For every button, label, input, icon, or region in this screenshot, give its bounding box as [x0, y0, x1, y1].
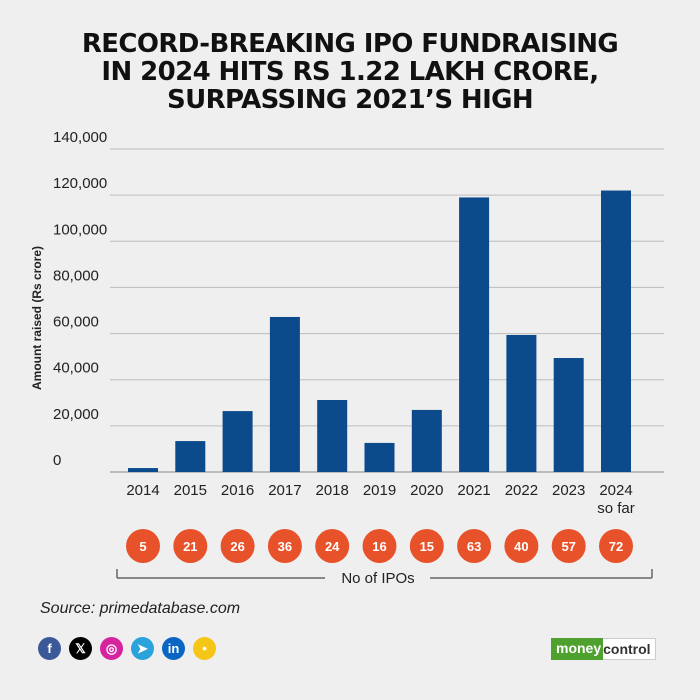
bar [553, 358, 584, 472]
x-tick-label: 2015 [174, 482, 207, 499]
ipo-count-label: 15 [420, 539, 434, 554]
x-tick-label: 2018 [316, 482, 349, 499]
social-icons: f 𝕏 ◎ ➤ in • [38, 637, 216, 660]
ipo-count-circle [457, 529, 492, 563]
ipo-count-label: 57 [561, 539, 575, 554]
bar [269, 316, 300, 472]
ipo-count-caption: No of IPOs [341, 570, 414, 587]
x-tick-label: 2014 [126, 482, 159, 499]
y-tick-label: 80,000 [53, 267, 99, 284]
instagram-icon[interactable]: ◎ [100, 637, 123, 660]
bar-chart: 0 20,000 40,000 60,000 80,000 100,000 120,000 1… [30, 129, 664, 587]
ipo-count-circle [315, 529, 350, 563]
x-icon[interactable]: 𝕏 [69, 637, 92, 660]
ipo-count-label: 72 [609, 539, 623, 554]
x-tick-label: 2024 [599, 482, 632, 499]
y-tick-label: 140,000 [53, 129, 107, 146]
koo-icon[interactable]: • [193, 637, 216, 660]
moneycontrol-logo: money control [551, 638, 663, 660]
y-axis-label: Amount raised (Rs crore) [30, 246, 44, 390]
bar [222, 411, 253, 472]
x-tick-label: so far [597, 500, 635, 517]
linkedin-icon[interactable]: in [162, 637, 185, 660]
telegram-icon[interactable]: ➤ [131, 637, 154, 660]
ipo-count-label: 26 [230, 539, 244, 554]
ipo-count-label: 21 [183, 539, 197, 554]
y-tick-label: 40,000 [53, 360, 99, 377]
ipo-count-circle [173, 529, 208, 563]
x-tick-label: 2017 [268, 482, 301, 499]
ipo-count-label: 40 [514, 539, 528, 554]
ipo-count-label: 24 [325, 539, 340, 554]
y-tick-label: 20,000 [53, 406, 99, 423]
chart-title: RECORD-BREAKING IPO FUNDRAISING IN 2024 … [0, 30, 700, 114]
ipo-count-label: 16 [372, 539, 386, 554]
ipo-count-circle [126, 529, 160, 563]
ipo-count-circle [409, 529, 444, 563]
title-line: SURPASSING 2021’S HIGH [166, 85, 534, 115]
y-tick-label: 60,000 [53, 314, 99, 331]
ipo-count-circle [551, 529, 586, 563]
bar [411, 409, 442, 472]
y-tick-label: 100,000 [53, 221, 107, 238]
logo-part-money: money [551, 638, 604, 660]
bar [317, 400, 348, 472]
source-note: Source: primedatabase.com [40, 600, 241, 617]
y-tick-label: 0 [53, 452, 61, 469]
ipo-count-circle [267, 529, 302, 563]
bar [364, 442, 395, 472]
bar [175, 441, 206, 472]
x-tick-label: 2021 [457, 482, 490, 499]
ipo-count-circle [220, 529, 255, 563]
ipo-count-circle [599, 529, 633, 563]
ipo-count-circle [362, 529, 397, 563]
x-tick-label: 2020 [410, 482, 443, 499]
facebook-icon[interactable]: f [38, 637, 61, 660]
bar [128, 468, 158, 472]
ipo-count-label: 63 [467, 539, 481, 554]
title-line: IN 2024 HITS RS 1.22 LAKH CRORE, [101, 57, 599, 87]
bar [601, 190, 631, 472]
bar [506, 334, 537, 472]
bar [459, 197, 490, 472]
x-tick-label: 2023 [552, 482, 585, 499]
x-tick-label: 2016 [221, 482, 254, 499]
y-tick-label: 120,000 [53, 175, 107, 192]
x-tick-label: 2019 [363, 482, 396, 499]
x-tick-label: 2022 [505, 482, 538, 499]
ipo-count-label: 36 [278, 539, 292, 554]
ipo-count-label: 5 [139, 539, 146, 554]
title-line: RECORD-BREAKING IPO FUNDRAISING [81, 29, 619, 59]
logo-part-control: control [603, 638, 656, 660]
ipo-count-circle [504, 529, 539, 563]
